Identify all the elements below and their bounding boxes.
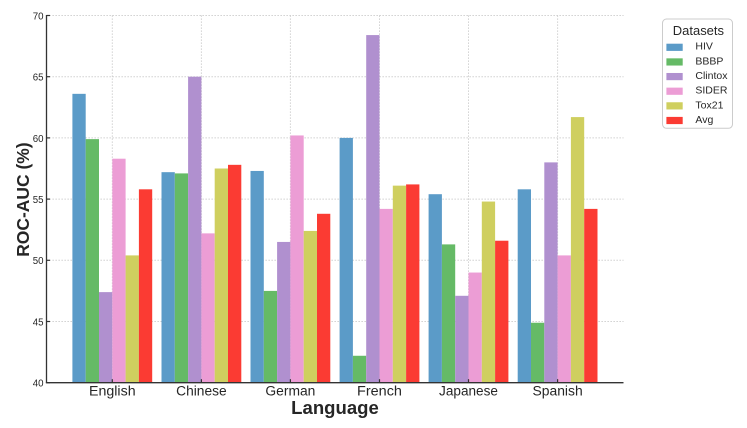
svg-text:French: French: [357, 384, 402, 399]
svg-text:Tox21: Tox21: [695, 99, 723, 111]
svg-text:SIDER: SIDER: [695, 85, 728, 97]
svg-text:Clintox: Clintox: [695, 70, 728, 82]
svg-text:Language: Language: [291, 397, 379, 418]
svg-text:60: 60: [33, 134, 44, 145]
svg-text:55: 55: [33, 195, 44, 206]
svg-text:HIV: HIV: [695, 41, 713, 53]
svg-text:65: 65: [33, 73, 44, 84]
svg-text:German: German: [265, 384, 315, 399]
svg-text:Datasets: Datasets: [673, 23, 725, 38]
svg-text:Spanish: Spanish: [533, 384, 583, 399]
svg-text:English: English: [89, 384, 136, 399]
svg-text:Japanese: Japanese: [439, 384, 498, 399]
svg-text:45: 45: [33, 317, 44, 328]
svg-text:70: 70: [33, 11, 44, 22]
svg-text:40: 40: [33, 379, 44, 390]
svg-text:Avg: Avg: [695, 114, 713, 126]
svg-text:BBBP: BBBP: [695, 55, 723, 67]
svg-text:Chinese: Chinese: [176, 384, 227, 399]
svg-text:ROC-AUC (%): ROC-AUC (%): [13, 142, 33, 256]
svg-text:50: 50: [33, 256, 44, 267]
